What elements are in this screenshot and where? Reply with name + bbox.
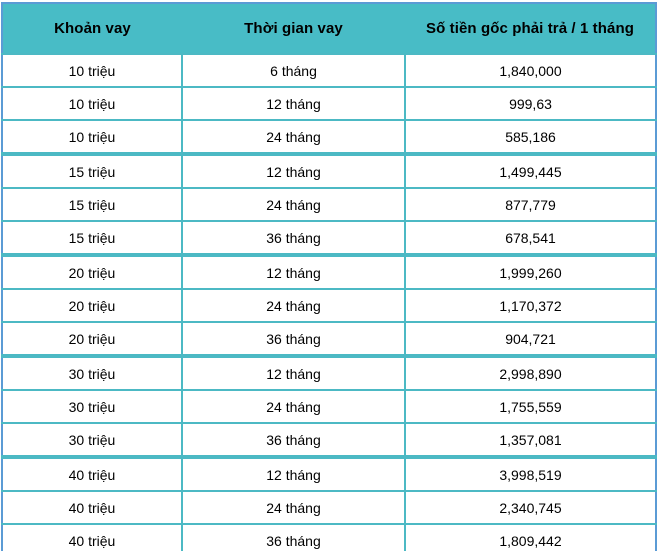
cell-loan-term: 36 tháng <box>181 321 405 356</box>
cell-monthly-principal: 585,186 <box>404 119 656 154</box>
cell-loan-term: 36 tháng <box>181 220 405 255</box>
cell-loan-term: 12 tháng <box>181 86 405 120</box>
cell-loan-term: 36 tháng <box>181 523 405 551</box>
cell-loan-term: 24 tháng <box>181 187 405 221</box>
header-row: Khoản vay Thời gian vay Số tiền gốc phải… <box>2 3 656 54</box>
cell-monthly-principal: 1,170,372 <box>404 288 656 322</box>
cell-monthly-principal: 999,63 <box>404 86 656 120</box>
cell-loan-term: 24 tháng <box>181 288 405 322</box>
table-row: 40 triệu 36 tháng 1,809,442 <box>2 523 656 551</box>
cell-loan-amount: 40 triệu <box>2 523 182 551</box>
cell-loan-amount: 20 triệu <box>2 321 182 356</box>
cell-loan-term: 6 tháng <box>181 53 405 87</box>
cell-monthly-principal: 1,840,000 <box>404 53 656 87</box>
cell-monthly-principal: 1,499,445 <box>404 152 656 188</box>
cell-monthly-principal: 678,541 <box>404 220 656 255</box>
table-row: 20 triệu 12 tháng 1,999,260 <box>2 253 656 289</box>
cell-loan-term: 12 tháng <box>181 152 405 188</box>
table-row: 30 triệu 12 tháng 2,998,890 <box>2 354 656 390</box>
cell-loan-amount: 20 triệu <box>2 253 182 289</box>
cell-monthly-principal: 1,755,559 <box>404 389 656 423</box>
cell-monthly-principal: 3,998,519 <box>404 455 656 491</box>
table-row: 10 triệu 6 tháng 1,840,000 <box>2 53 656 87</box>
cell-loan-term: 12 tháng <box>181 354 405 390</box>
col-header-monthly-principal: Số tiền gốc phải trả / 1 tháng <box>405 3 656 54</box>
table-row: 30 triệu 36 tháng 1,357,081 <box>2 422 656 457</box>
cell-monthly-principal: 2,998,890 <box>404 354 656 390</box>
cell-loan-term: 24 tháng <box>181 490 405 524</box>
cell-loan-amount: 30 triệu <box>2 389 182 423</box>
cell-loan-amount: 20 triệu <box>2 288 182 322</box>
table-row: 30 triệu 24 tháng 1,755,559 <box>2 389 656 423</box>
table-row: 20 triệu 36 tháng 904,721 <box>2 321 656 356</box>
cell-loan-term: 12 tháng <box>181 253 405 289</box>
cell-loan-amount: 40 triệu <box>2 490 182 524</box>
cell-loan-amount: 10 triệu <box>2 119 182 154</box>
col-header-loan-amount: Khoản vay <box>2 3 182 54</box>
cell-monthly-principal: 1,357,081 <box>404 422 656 457</box>
cell-loan-term: 36 tháng <box>181 422 405 457</box>
cell-loan-amount: 30 triệu <box>2 354 182 390</box>
table-row: 10 triệu 24 tháng 585,186 <box>2 119 656 154</box>
cell-loan-term: 12 tháng <box>181 455 405 491</box>
cell-loan-amount: 10 triệu <box>2 53 182 87</box>
loan-table-body: 10 triệu 6 tháng 1,840,000 10 triệu 12 tháng… <box>2 53 656 551</box>
cell-loan-amount: 15 triệu <box>2 187 182 221</box>
cell-loan-amount: 10 triệu <box>2 86 182 120</box>
cell-monthly-principal: 877,779 <box>404 187 656 221</box>
table-row: 10 triệu 12 tháng 999,63 <box>2 86 656 120</box>
table-row: 15 triệu 24 tháng 877,779 <box>2 187 656 221</box>
cell-monthly-principal: 1,809,442 <box>404 523 656 551</box>
cell-monthly-principal: 904,721 <box>404 321 656 356</box>
cell-loan-amount: 15 triệu <box>2 152 182 188</box>
cell-loan-term: 24 tháng <box>181 389 405 423</box>
table-row: 40 triệu 24 tháng 2,340,745 <box>2 490 656 524</box>
table-row: 15 triệu 36 tháng 678,541 <box>2 220 656 255</box>
cell-monthly-principal: 1,999,260 <box>404 253 656 289</box>
cell-loan-amount: 15 triệu <box>2 220 182 255</box>
cell-loan-term: 24 tháng <box>181 119 405 154</box>
cell-loan-amount: 40 triệu <box>2 455 182 491</box>
table-row: 20 triệu 24 tháng 1,170,372 <box>2 288 656 322</box>
table-row: 15 triệu 12 tháng 1,499,445 <box>2 152 656 188</box>
cell-monthly-principal: 2,340,745 <box>404 490 656 524</box>
cell-loan-amount: 30 triệu <box>2 422 182 457</box>
col-header-loan-term: Thời gian vay <box>182 3 405 54</box>
table-row: 40 triệu 12 tháng 3,998,519 <box>2 455 656 491</box>
